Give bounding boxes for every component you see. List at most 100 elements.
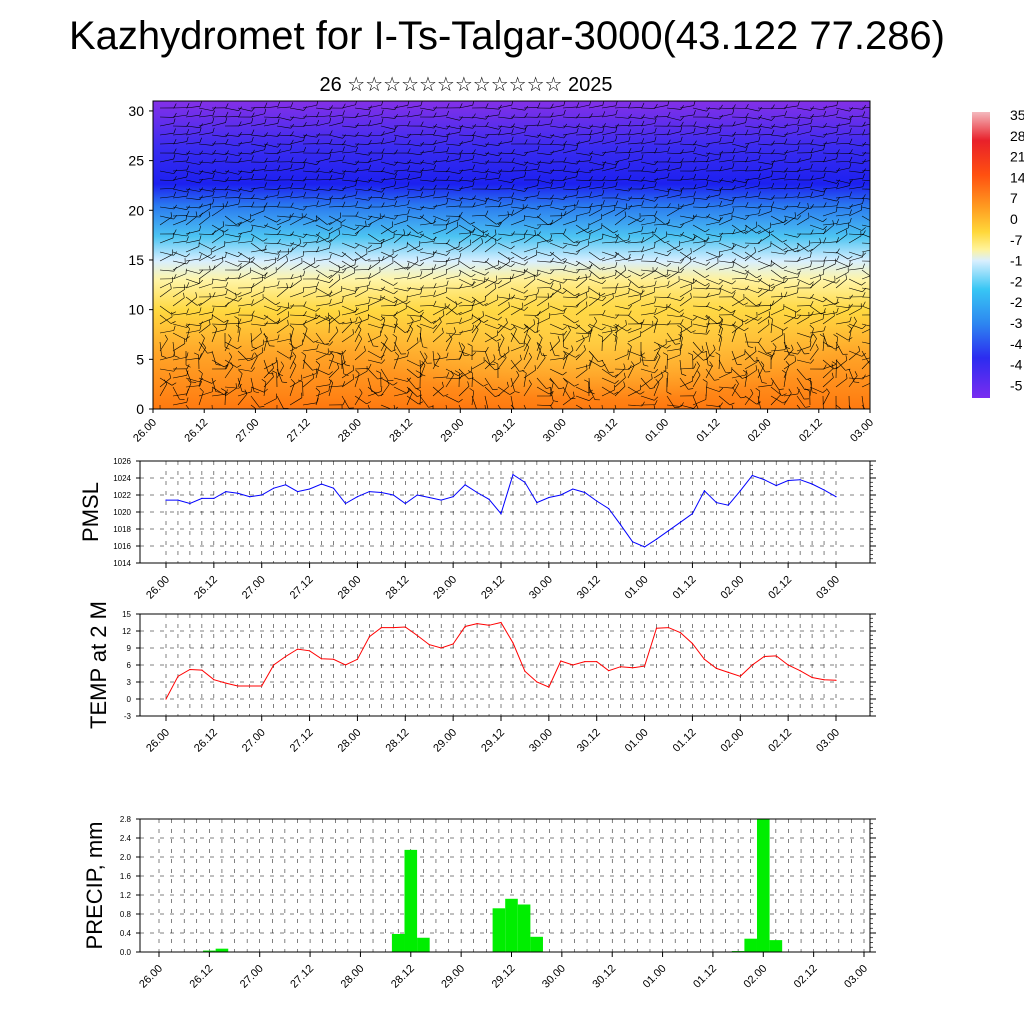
wind-barb-flag	[693, 110, 696, 116]
wind-barb	[172, 114, 187, 118]
wind-barb-flag	[264, 315, 269, 320]
wind-barb-flag	[251, 173, 255, 179]
wind-barb	[809, 338, 817, 352]
wind-barb-flag	[457, 247, 463, 251]
wind-barb-flag	[377, 377, 383, 380]
wind-barb	[536, 215, 549, 226]
wind-barb	[731, 242, 746, 249]
wind-barb	[328, 251, 343, 258]
wind-barb	[536, 346, 542, 361]
wind-barb	[354, 350, 366, 361]
wind-barb	[549, 287, 563, 294]
wind-barb	[380, 226, 393, 235]
wind-barb	[497, 242, 511, 250]
wind-barb-flag	[588, 397, 594, 401]
wind-barb-flag	[264, 144, 267, 150]
wind-barb-flag	[221, 388, 226, 392]
wind-barb-flag	[804, 388, 810, 390]
wind-barb	[562, 323, 577, 329]
wind-barb-flag	[781, 393, 787, 396]
wind-barb	[445, 296, 458, 305]
wind-barb-flag	[186, 397, 189, 403]
wind-barb-flag	[679, 309, 684, 313]
wind-barb	[861, 224, 870, 228]
x-tick-label: 01.00	[623, 727, 651, 755]
wind-barb	[653, 382, 660, 397]
wind-barb	[653, 169, 668, 172]
wind-barb	[367, 218, 381, 226]
wind-barb-flag	[831, 363, 834, 369]
wind-barb	[315, 188, 330, 191]
wind-barb	[185, 328, 190, 343]
wind-barb-flag	[547, 293, 549, 299]
wind-barb-flag	[602, 200, 605, 206]
wind-barb	[419, 323, 434, 329]
wind-barb-flag	[585, 274, 588, 280]
wind-barb-flag	[745, 156, 749, 162]
wind-barb	[263, 169, 278, 172]
wind-barb-flag	[368, 132, 372, 137]
wind-barb	[679, 143, 694, 146]
wind-barb	[172, 195, 187, 199]
wind-barb	[835, 260, 849, 267]
wind-barb-flag	[623, 363, 626, 369]
wind-barb	[367, 261, 380, 271]
x-tick-label: 01.00	[623, 574, 651, 602]
wind-barb	[341, 260, 355, 269]
wind-barb	[263, 322, 278, 325]
wind-barb-flag	[407, 110, 411, 116]
wind-barb-flag	[393, 290, 398, 295]
wind-barb	[289, 233, 304, 238]
wind-barb	[601, 161, 616, 166]
wind-barb-flag	[654, 197, 659, 202]
wind-barb-flag	[251, 299, 254, 305]
wind-barb	[367, 158, 382, 163]
wind-barb-flag	[576, 324, 581, 329]
wind-barb-flag	[810, 252, 812, 258]
wind-barb-flag	[797, 314, 802, 320]
temp-point	[356, 658, 359, 660]
wind-barb	[770, 188, 786, 190]
wind-barb	[237, 320, 252, 325]
wind-barb-flag	[329, 117, 332, 123]
wind-barb	[705, 382, 708, 397]
wind-barb	[822, 368, 834, 379]
wind-barb	[705, 319, 710, 334]
wind-barb	[796, 314, 811, 316]
wind-barb-flag	[600, 292, 606, 296]
wind-barb	[718, 142, 733, 145]
wind-barb	[198, 216, 211, 226]
wind-barb	[549, 260, 564, 264]
colorbar-label: -3	[1010, 315, 1023, 331]
wind-barb-flag	[225, 252, 227, 258]
pmsl-point	[488, 498, 490, 500]
wind-barb	[341, 233, 356, 236]
wind-barb	[627, 125, 642, 127]
wind-barb-flag	[847, 412, 852, 414]
wind-barb	[250, 197, 265, 200]
x-tick-label: 28.12	[383, 727, 411, 755]
wind-barb	[861, 215, 870, 222]
wind-barb-flag	[352, 258, 358, 261]
wind-barb-flag	[329, 110, 333, 116]
wind-barb-flag	[823, 133, 828, 138]
wind-barb	[835, 132, 850, 136]
wind-barb-flag	[680, 319, 684, 324]
wind-barb-flag	[482, 230, 484, 236]
wind-barb-flag	[225, 324, 227, 330]
wind-barb-flag	[563, 353, 566, 359]
wind-barb	[809, 274, 824, 280]
wind-barb-flag	[849, 217, 852, 223]
wind-barb	[692, 168, 707, 172]
wind-barb-flag	[251, 353, 254, 359]
wind-barb	[497, 281, 511, 289]
wind-barb	[419, 294, 434, 298]
wind-barb-flag	[209, 203, 211, 209]
wind-barb	[848, 161, 863, 164]
wind-barb	[731, 323, 745, 331]
wind-barb	[406, 224, 419, 234]
wind-barb-flag	[352, 374, 354, 380]
wind-barb	[458, 179, 473, 182]
wind-barb-flag	[510, 263, 515, 267]
